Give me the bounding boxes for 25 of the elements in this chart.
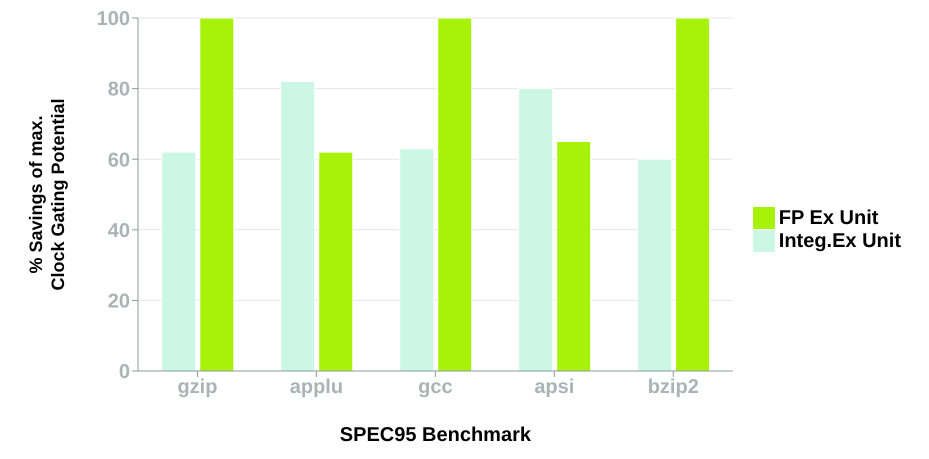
- bar: [199, 18, 234, 371]
- x-tick-label: apsi: [534, 376, 574, 398]
- y-axis-title: % Savings of max. Clock Gating Potential: [26, 98, 68, 291]
- bar: [437, 18, 472, 371]
- x-axis-title: SPEC95 Benchmark: [340, 424, 532, 446]
- x-tick-label: bzip2: [648, 376, 699, 398]
- bar: [675, 18, 710, 371]
- bar: [318, 152, 354, 371]
- bar: [399, 148, 434, 371]
- bar: [556, 141, 592, 371]
- y-tick-label: 80: [108, 78, 130, 101]
- x-tick-label: applu: [290, 376, 344, 398]
- y-tick-label: 20: [108, 290, 130, 312]
- y-tick-label: 60: [108, 149, 130, 172]
- bar: [280, 81, 316, 371]
- legend-label: FP Ex Unit: [778, 206, 878, 228]
- y-tick-label: 100: [96, 8, 130, 30]
- bar: [161, 152, 196, 371]
- x-tick-label: gcc: [418, 376, 453, 398]
- y-tick-label: 40: [108, 220, 130, 242]
- bar: [518, 88, 554, 371]
- x-tick-label: gzip: [177, 376, 218, 398]
- bar: [637, 158, 672, 371]
- y-tick-label: 0: [118, 361, 130, 384]
- legend-label: Integ.Ex Unit: [778, 230, 901, 252]
